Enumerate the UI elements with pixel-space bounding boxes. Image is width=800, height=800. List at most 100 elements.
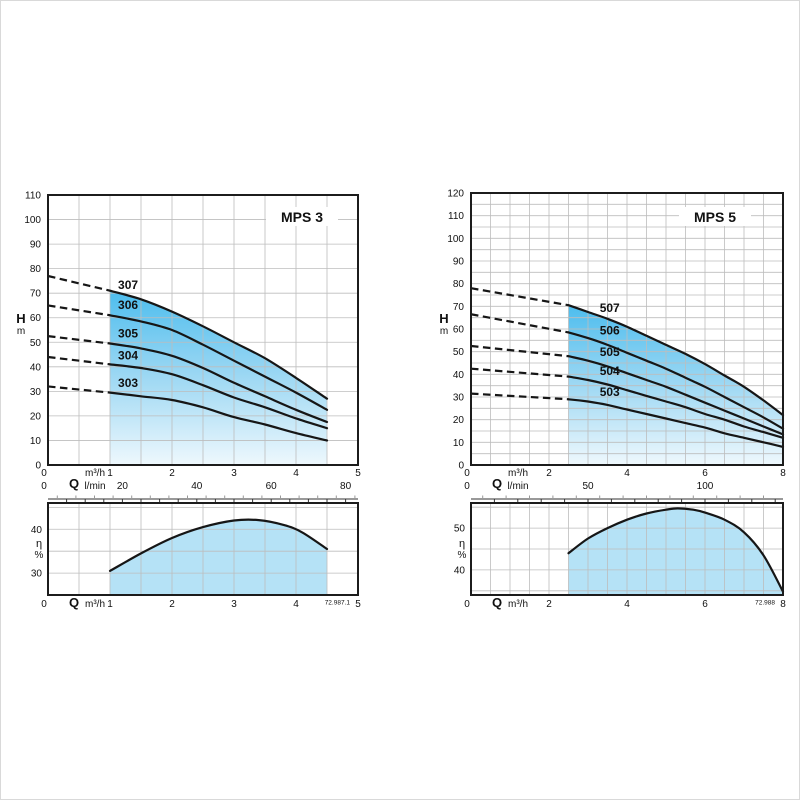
curve-305 [108, 342, 329, 424]
eta-chart-border [47, 502, 359, 596]
eta-tick-label: 40 [31, 525, 43, 536]
curve-label-307: 307 [118, 278, 138, 292]
h-axis-unit: m [17, 326, 25, 337]
eta-x-tick: 3 [231, 599, 237, 610]
x-zero-lmin: 0 [41, 481, 47, 492]
flow-axis-label: Q [69, 476, 79, 491]
head-chart-border [47, 194, 359, 466]
curve-304-dashed [47, 355, 111, 366]
chart-panel-mps-3: MPS 330730630530430301020304050607080901… [16, 191, 361, 611]
h-tick-label: 40 [453, 370, 465, 381]
h-tick-label: 50 [453, 347, 465, 358]
x-tick-m3h: 3 [231, 468, 237, 479]
h-tick-label: 20 [453, 415, 465, 426]
curve-304 [108, 363, 329, 430]
eta-chart-border [470, 502, 784, 596]
curve-504-dashed [470, 367, 569, 378]
title-backplate [679, 207, 751, 226]
curve-305-dashed [47, 335, 111, 345]
duty-region [568, 305, 783, 465]
eta-curve [108, 518, 329, 572]
eta-flow-axis-label: Q [492, 595, 502, 610]
curve-303 [108, 391, 329, 442]
x-unit-lmin: l/min [84, 481, 105, 492]
h-tick-label: 60 [30, 313, 42, 324]
curve-507-dashed [470, 287, 569, 307]
h-tick-label: 90 [30, 240, 42, 251]
x-tick-lmin: 60 [266, 481, 278, 492]
h-tick-label: 120 [447, 189, 464, 200]
eta-fill [110, 519, 327, 595]
h-tick-label: 80 [30, 264, 42, 275]
h-tick-label: 20 [30, 411, 42, 422]
eta-tick-label: 40 [454, 565, 466, 576]
h-axis-unit: m [440, 326, 448, 337]
chart-title: MPS 3 [281, 209, 323, 225]
x-tick-m3h: 2 [169, 468, 175, 479]
h-tick-label: 80 [453, 279, 465, 290]
x-tick-m3h: 2 [546, 468, 552, 479]
eta-axis-label: η [459, 538, 465, 550]
h-axis-label: H [439, 311, 448, 326]
eta-curve [567, 507, 785, 593]
eta-tick-label: 30 [31, 569, 43, 580]
eta-x-unit: m³/h [85, 599, 105, 610]
x-unit-m3h: m³/h [85, 468, 105, 479]
h-tick-label: 10 [453, 438, 465, 449]
x-tick-m3h: 8 [780, 468, 786, 479]
curve-506 [567, 331, 785, 430]
eta-x-zero: 0 [41, 599, 47, 610]
x-tick-lmin: 80 [340, 481, 352, 492]
eta-axis-label: η [36, 538, 42, 550]
eta-axis-unit: % [458, 550, 467, 561]
chart-panel-mps-5: MPS 550750650550450301020304050607080901… [439, 189, 786, 611]
h-tick-label: 110 [448, 211, 464, 222]
chart-title: MPS 5 [694, 209, 736, 225]
h-axis-label: H [16, 311, 25, 326]
eta-flow-axis-label: Q [69, 595, 79, 610]
eta-fill [568, 508, 783, 595]
h-tick-label: 100 [447, 234, 464, 245]
curve-label-305: 305 [118, 326, 138, 340]
title-backplate [266, 207, 338, 226]
h-tick-label: 70 [30, 289, 42, 300]
curve-label-507: 507 [600, 301, 620, 315]
eta-x-tick: 6 [702, 599, 708, 610]
h-tick-label: 50 [30, 338, 42, 349]
h-tick-label: 100 [24, 215, 41, 226]
h-tick-label: 110 [25, 191, 41, 202]
x-tick-lmin: 100 [697, 481, 714, 492]
eta-x-tick: 5 [355, 599, 361, 610]
eta-tick-label: 50 [454, 524, 466, 535]
x-tick-m3h: 4 [293, 468, 299, 479]
curve-303-dashed [47, 385, 111, 394]
curve-label-504: 504 [600, 364, 620, 378]
head-chart-border [470, 192, 784, 466]
x-tick-lmin: 20 [117, 481, 129, 492]
x-unit-m3h: m³/h [508, 468, 528, 479]
eta-x-tick: 8 [780, 599, 786, 610]
h-tick-label: 30 [453, 393, 465, 404]
x-tick-m3h: 5 [355, 468, 361, 479]
x-zero-m3h: 0 [41, 468, 47, 479]
curve-506-dashed [470, 313, 569, 334]
curve-505 [567, 355, 785, 436]
curve-label-505: 505 [600, 345, 620, 359]
eta-axis-unit: % [35, 550, 44, 561]
flow-axis-label: Q [492, 476, 502, 491]
x-zero-lmin: 0 [464, 481, 470, 492]
eta-x-zero: 0 [464, 599, 470, 610]
drawing-number: 72.988 [755, 600, 775, 607]
drawing-number: 72.987.1 [325, 600, 351, 607]
curve-306-dashed [47, 304, 111, 317]
x-tick-m3h: 1 [107, 468, 113, 479]
curve-label-306: 306 [118, 298, 138, 312]
x-unit-lmin: l/min [507, 481, 528, 492]
curve-307-dashed [47, 274, 111, 292]
h-tick-label: 40 [30, 362, 42, 373]
eta-x-unit: m³/h [508, 599, 528, 610]
curve-label-503: 503 [600, 385, 620, 399]
eta-x-tick: 4 [624, 599, 630, 610]
